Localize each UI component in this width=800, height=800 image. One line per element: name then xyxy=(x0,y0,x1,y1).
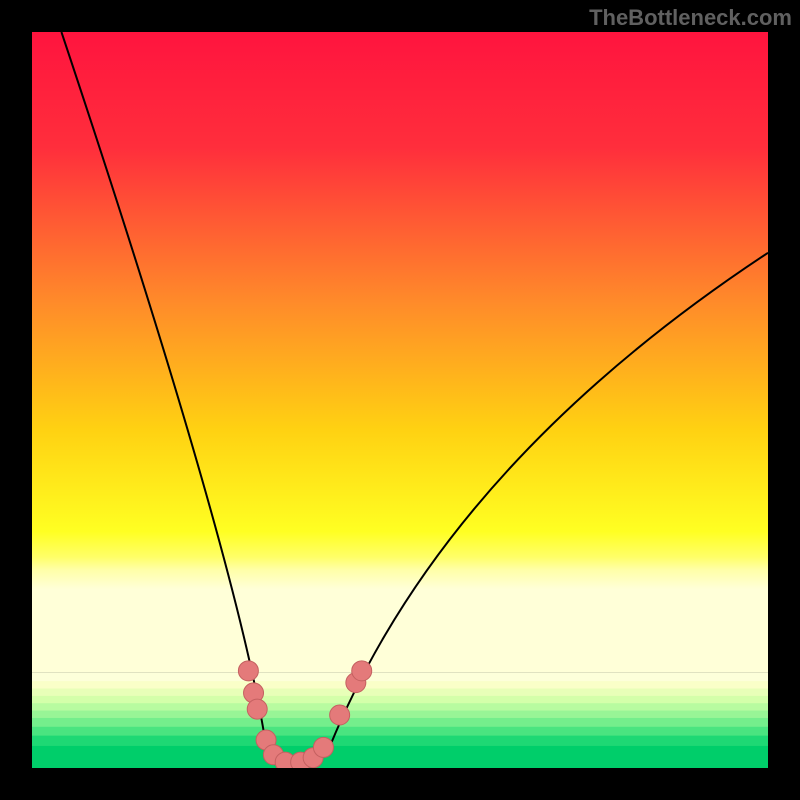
gradient-stripe xyxy=(32,736,768,747)
gradient-stripe xyxy=(32,703,768,711)
watermark-label: TheBottleneck.com xyxy=(589,5,792,31)
data-marker xyxy=(238,661,258,681)
gradient-stripe xyxy=(32,696,768,704)
gradient-stripe xyxy=(32,689,768,697)
gradient-stripe xyxy=(32,727,768,737)
gradient-stripe xyxy=(32,718,768,728)
data-marker xyxy=(313,737,333,757)
data-marker xyxy=(330,705,350,725)
data-marker xyxy=(247,699,267,719)
gradient-stripe xyxy=(32,672,768,682)
gradient-background xyxy=(32,32,768,672)
plot-area xyxy=(32,32,768,768)
chart-svg xyxy=(32,32,768,768)
gradient-stripe xyxy=(32,711,768,719)
gradient-stripe xyxy=(32,746,768,768)
data-marker xyxy=(352,661,372,681)
gradient-stripe xyxy=(32,681,768,689)
